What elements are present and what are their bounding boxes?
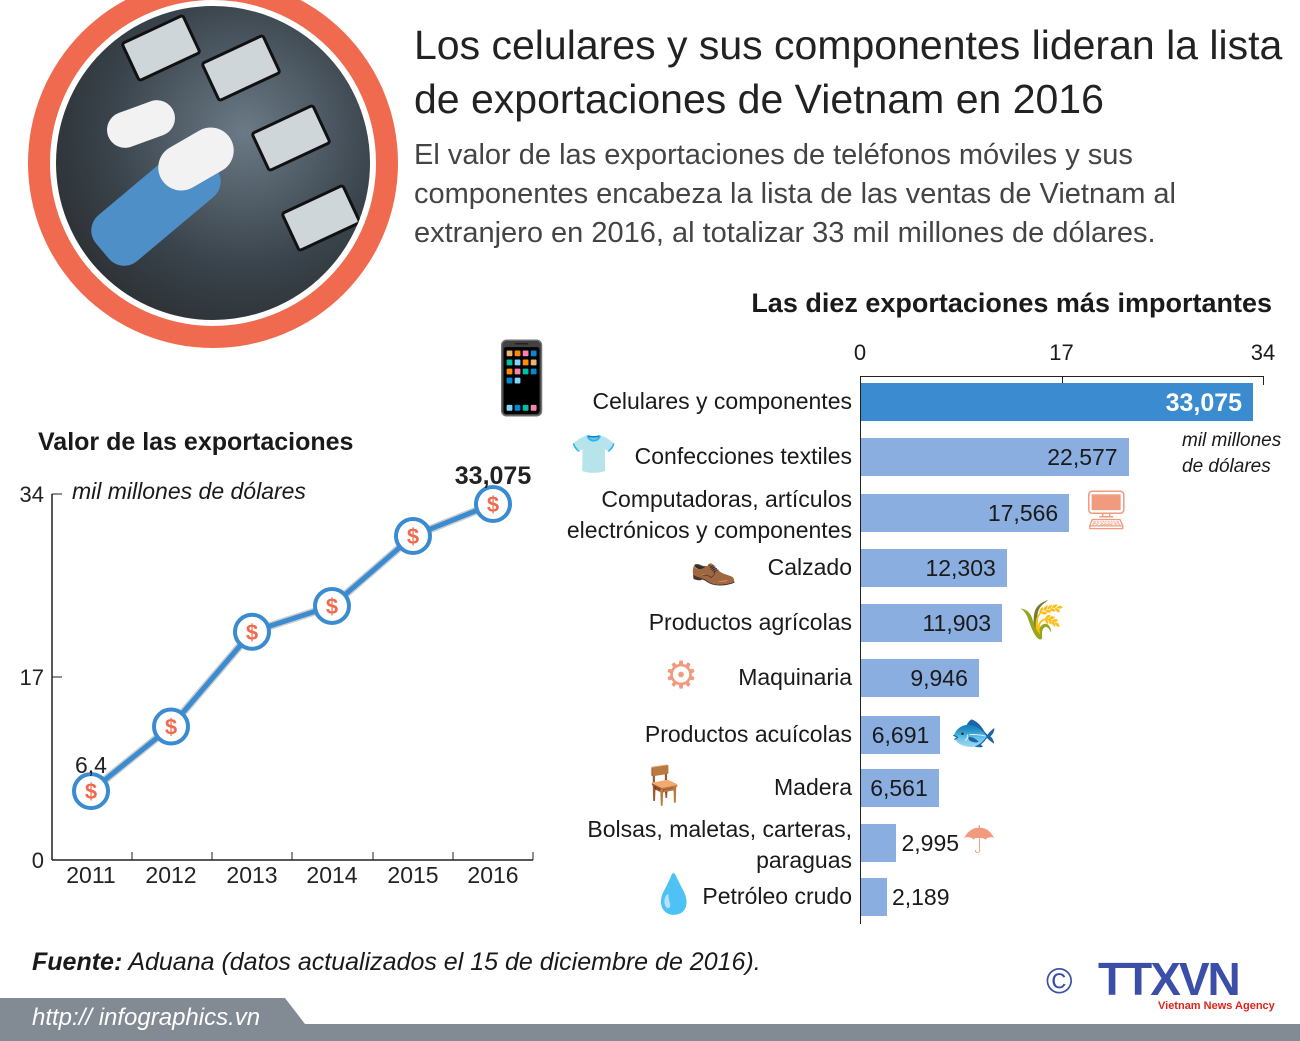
category-label: Maquinaria [738, 664, 852, 690]
bar-value-label: 6,561 [870, 775, 928, 801]
data-point-2011: $ [72, 772, 110, 811]
dollar-icon: $ [165, 715, 177, 740]
data-point-2012: $ [152, 707, 190, 746]
bar-value-label: 12,303 [925, 555, 996, 581]
x-tick-label: 2016 [467, 862, 518, 888]
bar-2 [861, 494, 1070, 532]
dollar-icon: $ [326, 594, 338, 619]
copyright-symbol: © [1046, 960, 1073, 1001]
source-text: Aduana (datos actualizados el 15 de dici… [128, 948, 761, 976]
shoe-icon: 👞 [690, 545, 738, 587]
category-label: Bolsas, maletas, carteras, paraguas [587, 816, 852, 873]
bar-value-label: 9,946 [910, 665, 968, 691]
y-tick-label: 0 [32, 848, 44, 873]
category-label: Petróleo crudo [702, 883, 852, 909]
footer-band [0, 998, 1300, 1041]
photo-frame [28, 0, 398, 348]
y-tick-label: 17 [20, 665, 44, 690]
bar-0 [861, 383, 1254, 421]
bar-chart-title: Las diez exportaciones más importantes [751, 288, 1272, 318]
site-link[interactable]: http:// infographics.vn [32, 1004, 261, 1031]
x-tick-label: 34 [1250, 340, 1276, 365]
data-point-2015: $ [394, 516, 432, 555]
category-label: Madera [774, 774, 852, 800]
line-chart-unit: mil millones de dólares [72, 478, 306, 504]
category-label: Confecciones textiles [634, 443, 852, 469]
ttxvn-logo: © TTXVN Vietnam News Agency [1046, 953, 1276, 1018]
bar-value-label: 2,189 [891, 884, 950, 910]
bar-value-label: 11,903 [922, 610, 992, 636]
bar-value-label: 22,577 [1047, 444, 1118, 470]
gear-wrench-icon: ⚙ [664, 655, 699, 697]
logo-tagline: Vietnam News Agency [1158, 1000, 1275, 1012]
bar-value-label: 17,566 [987, 500, 1059, 526]
bar-1 [861, 438, 1129, 476]
dollar-icon: $ [85, 779, 97, 804]
bar-chart-unit: mil millones de dólares [1182, 430, 1282, 477]
data-point-2016: $ [474, 484, 512, 523]
x-tick-mark [1263, 376, 1264, 385]
computer-icon: 🖥 [1082, 490, 1131, 532]
line-chart-title: Valor de las exportaciones [38, 428, 354, 456]
source-label: Fuente: [32, 948, 123, 976]
fish-icon: 🐟 [950, 712, 998, 754]
category-label: Celulares y componentes [592, 388, 852, 414]
tshirt-icon: 👕 [570, 434, 618, 476]
x-tick-label: 2015 [387, 862, 438, 888]
bar-6 [861, 716, 941, 754]
source-note: Fuente: Aduana (datos actualizados el 15… [32, 948, 761, 977]
x-tick-mark [860, 376, 861, 385]
logo-wordmark: TTXVN [1098, 953, 1241, 1005]
bar-9 [861, 878, 887, 916]
data-point-2013: $ [233, 612, 271, 651]
x-tick-label: 2014 [306, 862, 357, 888]
phone-headphones-battery-icon: 📱 [478, 339, 566, 417]
data-point-2014: $ [313, 586, 351, 625]
x-tick-label: 17 [1049, 340, 1074, 365]
category-label: Productos acuícolas [644, 721, 852, 747]
wheat-icon: 🌾 [1018, 600, 1066, 642]
data-label-2011: 6,4 [75, 752, 107, 778]
factory-photo [50, 0, 376, 326]
x-tick-label: 2012 [145, 862, 196, 888]
x-tick-label: 2011 [66, 862, 115, 888]
data-label-2016: 33,075 [455, 462, 532, 490]
bar-3 [861, 549, 1007, 587]
y-tick-label: 34 [20, 482, 44, 507]
bar-value-label: 33,075 [1165, 389, 1243, 417]
bar-value-label: 2,995 [901, 830, 960, 856]
x-tick-label: 0 [853, 340, 867, 365]
dollar-icon: $ [246, 620, 258, 645]
x-tick-mark [1061, 376, 1063, 385]
bar-7 [861, 769, 939, 807]
x-tick-label: 2013 [226, 862, 277, 888]
page-title: Los celulares y sus componentes lideran … [414, 22, 1283, 122]
bar-value-label: 6,691 [871, 722, 930, 748]
line-chart: 0 17 34 2011 2012 2013 2014 2015 2016 $ $ $ $ $ $6,4 33… [20, 462, 534, 888]
log-chair-icon: 🪑 [640, 765, 688, 807]
bar-4 [861, 604, 1003, 642]
line-shadow [88, 500, 495, 795]
bar-axis [860, 376, 861, 924]
category-label: Productos agrícolas [648, 609, 852, 635]
page-subtitle: El valor de las exportaciones de teléfon… [414, 139, 1177, 249]
line-series [89, 501, 494, 794]
dollar-icon: $ [407, 524, 419, 549]
bar-5 [861, 659, 979, 697]
bags-umbrella-icon: ☂ [962, 820, 997, 862]
category-label: Computadoras, artículos electrónicos y c… [566, 486, 852, 543]
oil-drop-icon: 💧 [650, 874, 698, 916]
bar-8 [861, 824, 897, 862]
dollar-icon: $ [487, 492, 499, 517]
category-label: Calzado [767, 554, 852, 580]
